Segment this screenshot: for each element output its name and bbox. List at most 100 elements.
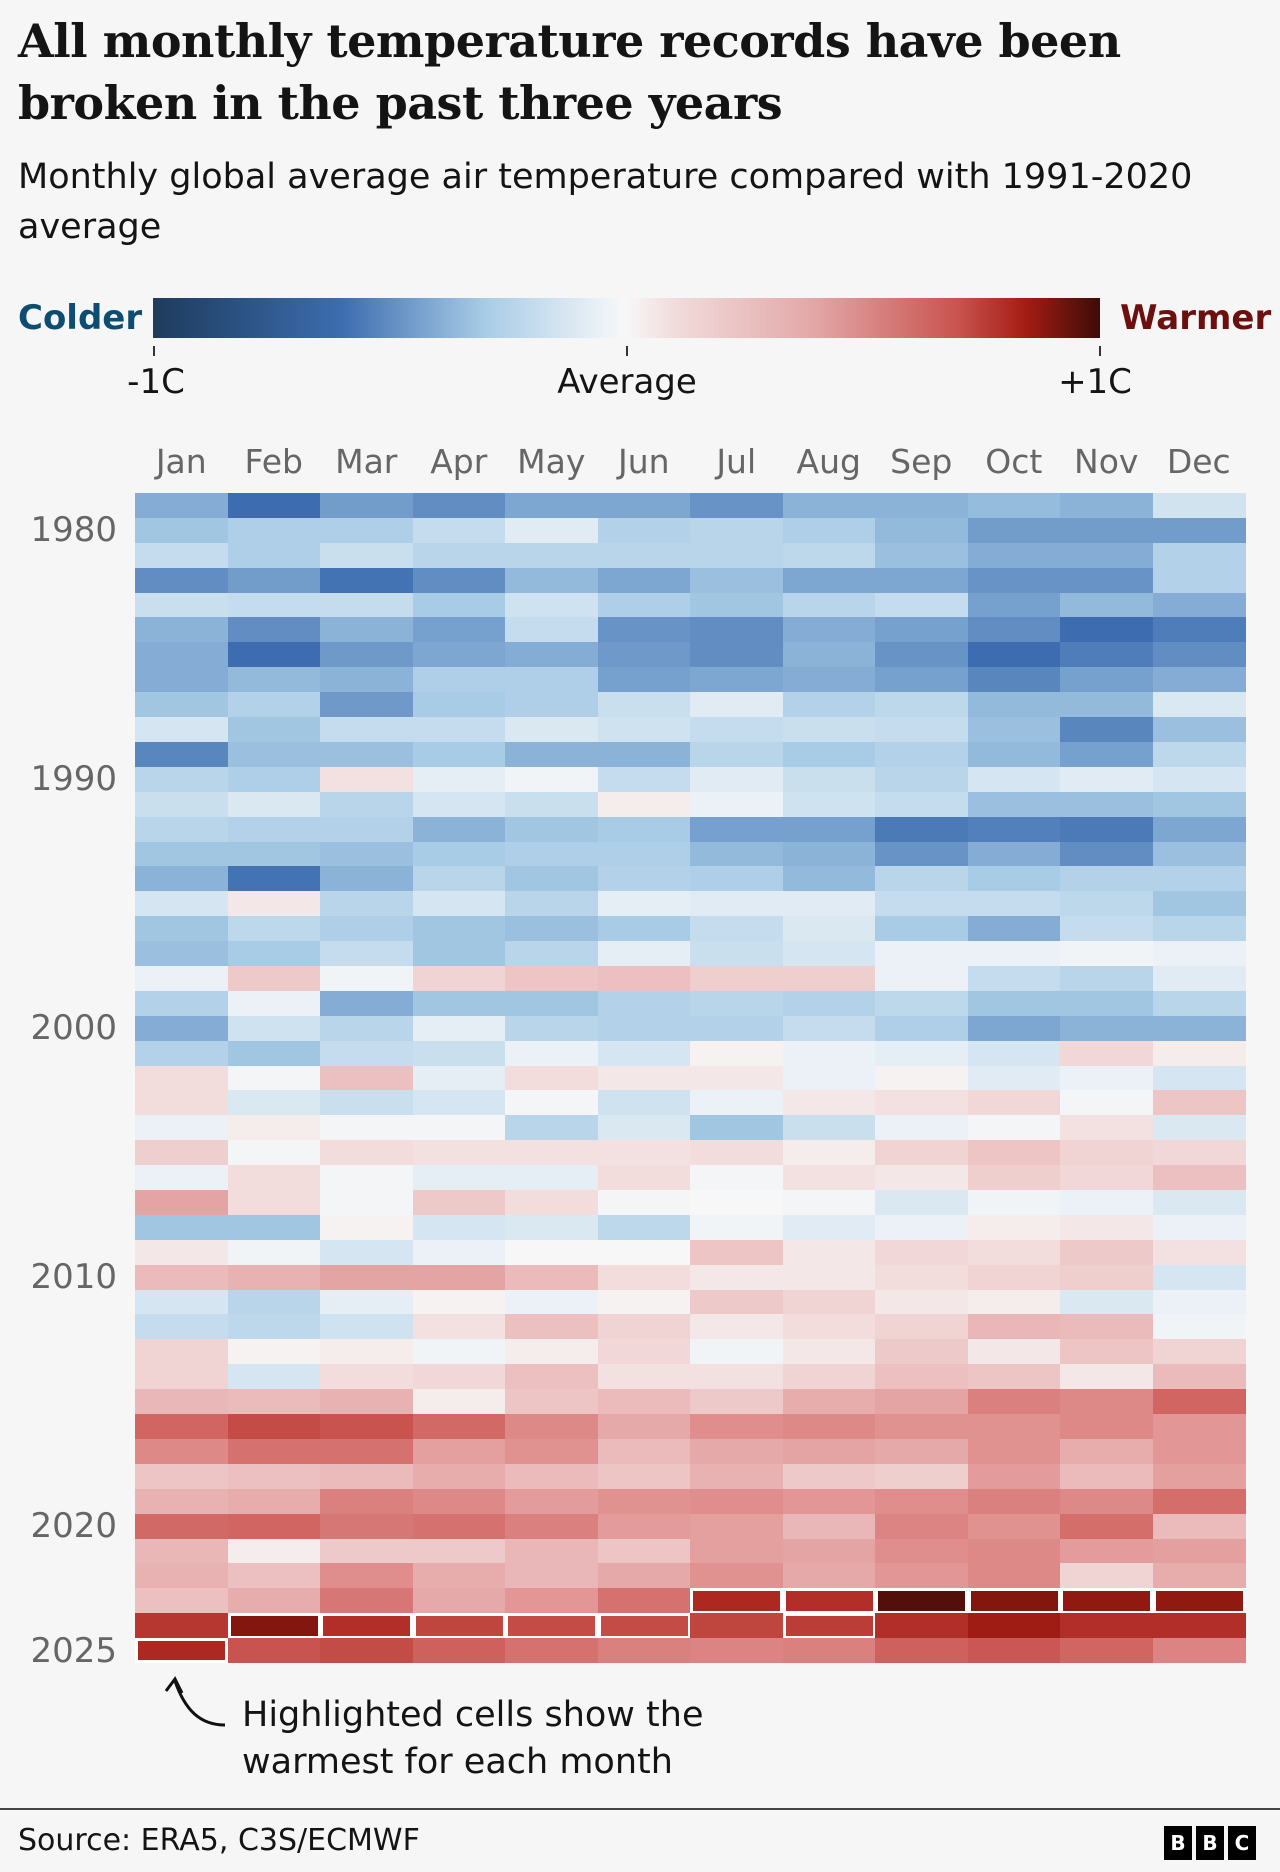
year-label: 2020: [30, 1506, 117, 1547]
heatmap-cell: [412, 891, 506, 917]
heatmap-cell: [1060, 1090, 1153, 1116]
heatmap-cell: [135, 841, 228, 867]
heatmap-cell: [227, 592, 321, 618]
heatmap-cell: [505, 1339, 598, 1365]
heatmap-cell: [1060, 816, 1153, 842]
heatmap-cell: [967, 717, 1061, 743]
heatmap-cell: [135, 1165, 228, 1191]
heatmap-cell: [1060, 1214, 1153, 1241]
heatmap-cell: [597, 717, 691, 743]
heatmap-cell: [320, 493, 413, 519]
heatmap-cell: [227, 542, 321, 569]
heatmap-cell: [1152, 1538, 1246, 1564]
heatmap-cell: [782, 1289, 876, 1315]
heatmap-cell: [1060, 965, 1153, 992]
heatmap-cell: [597, 1538, 691, 1564]
heatmap-cell: [1152, 1090, 1246, 1116]
heatmap-cell: [135, 1414, 228, 1440]
month-label: Nov: [1074, 442, 1139, 481]
heatmap-cell: [505, 1638, 598, 1664]
heatmap-cell: [412, 766, 506, 793]
heatmap-cell: [690, 1339, 783, 1365]
heatmap-cell: [412, 1638, 506, 1664]
heatmap-cell: [1060, 891, 1153, 917]
year-label: 1980: [30, 510, 117, 551]
heatmap-cell: [412, 1040, 506, 1067]
month-label: Jul: [716, 442, 757, 481]
heatmap-cell: [1060, 1488, 1153, 1515]
heatmap-cell: [320, 1488, 413, 1515]
heatmap-cell: [505, 717, 598, 743]
heatmap-cell: [875, 791, 968, 818]
heatmap-cell: [412, 717, 506, 743]
heatmap-cell: [690, 891, 783, 917]
heatmap-cell: [135, 1065, 228, 1091]
heatmap-cell: [412, 1314, 506, 1340]
heatmap-cell: [1152, 1638, 1246, 1664]
heatmap-cell: [320, 1214, 413, 1241]
heatmap-cell: [1152, 941, 1246, 967]
heatmap-cell: [597, 965, 691, 992]
heatmap-cell: [1152, 1165, 1246, 1191]
heatmap-cell: [597, 1563, 691, 1589]
heatmap-cell: [320, 517, 413, 544]
heatmap-cell: [1152, 791, 1246, 818]
heatmap-cell: [320, 941, 413, 967]
heatmap-cell: [875, 617, 968, 643]
month-label: Jun: [617, 442, 670, 481]
heatmap-cell: [135, 1239, 228, 1266]
heatmap-cell: [1060, 791, 1153, 818]
heatmap-cell: [505, 692, 598, 718]
heatmap-cell: [597, 1488, 691, 1515]
heatmap-cell: [320, 1588, 413, 1614]
heatmap-cell: [227, 1638, 321, 1664]
heatmap-cell: [135, 1588, 228, 1614]
heatmap-cell: [320, 592, 413, 618]
heatmap-cell: [505, 1414, 598, 1440]
heatmap-cell: [505, 941, 598, 967]
heatmap-cell: [505, 1214, 598, 1241]
heatmap-cell: [597, 517, 691, 544]
heatmap-cell: [967, 1538, 1061, 1564]
heatmap-cell: [597, 567, 691, 594]
heatmap-cell: [135, 592, 228, 618]
heatmap-cell: [320, 1065, 413, 1091]
heatmap-cell: [875, 1289, 968, 1315]
heatmap-cell: [135, 891, 228, 917]
heatmap-cell: [320, 1040, 413, 1067]
heatmap-cell: [782, 916, 876, 942]
heatmap-cell: [875, 667, 968, 693]
heatmap-cell: [967, 1015, 1061, 1042]
heatmap-cell: [1060, 1115, 1153, 1141]
legend-tick: [1099, 346, 1101, 356]
heatmap-cell: [690, 692, 783, 718]
heatmap-cell: [227, 493, 321, 519]
heatmap-cell: [1060, 717, 1153, 743]
heatmap-cell: [1152, 1239, 1246, 1266]
heatmap-cell: [690, 1190, 783, 1216]
heatmap-cell: [412, 1513, 506, 1540]
heatmap-cell: [875, 1438, 968, 1465]
heatmap-cell: [505, 1364, 598, 1390]
heatmap-cell: [967, 1438, 1061, 1465]
heatmap-cell: [227, 1414, 321, 1440]
heatmap-cell: [227, 1065, 321, 1091]
heatmap-cell: [597, 1339, 691, 1365]
heatmap-cell: [597, 1214, 691, 1241]
heatmap-cell: [597, 866, 691, 892]
heatmap-cell: [1152, 916, 1246, 942]
heatmap-cell: [967, 1065, 1061, 1091]
heatmap-cell: [875, 493, 968, 519]
heatmap-cell: [690, 866, 783, 892]
heatmap-cell: [135, 816, 228, 842]
heatmap-cell: [967, 1264, 1061, 1291]
heatmap-cell: [1060, 1563, 1153, 1589]
heatmap-cell: [875, 1140, 968, 1166]
heatmap-cell: [690, 916, 783, 942]
heatmap-cell: [1152, 1190, 1246, 1216]
heatmap-cell: [597, 1513, 691, 1540]
heatmap-cell: [1060, 916, 1153, 942]
heatmap-cell: [782, 717, 876, 743]
heatmap-cell: [690, 1065, 783, 1091]
